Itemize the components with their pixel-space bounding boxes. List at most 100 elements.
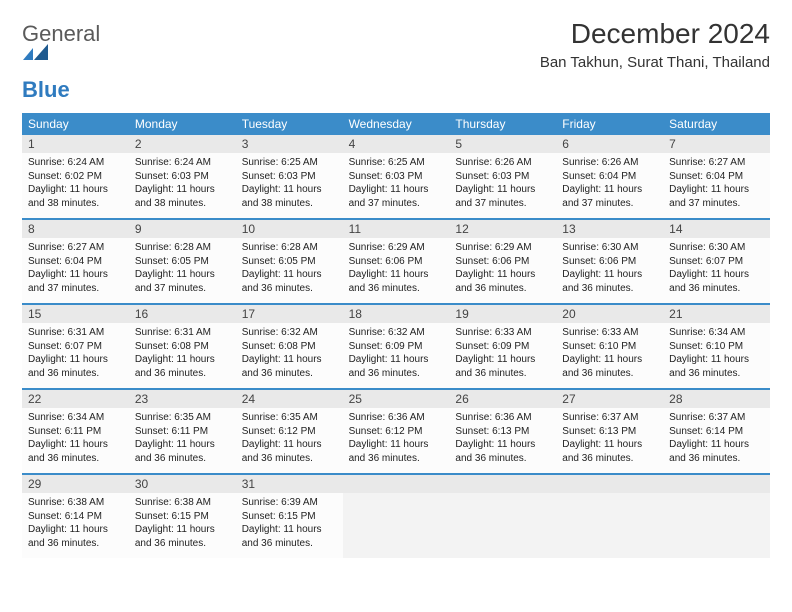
day-day1: Daylight: 11 hours	[455, 183, 550, 197]
day-number: 24	[236, 390, 343, 408]
page-title: December 2024	[540, 18, 770, 50]
day-day2: and 36 minutes.	[135, 367, 230, 381]
day-sunrise: Sunrise: 6:30 AM	[562, 241, 657, 255]
day-day2: and 36 minutes.	[349, 452, 444, 466]
day-body: Sunrise: 6:37 AMSunset: 6:13 PMDaylight:…	[556, 408, 663, 473]
day-sunset: Sunset: 6:07 PM	[669, 255, 764, 269]
day-number: 30	[129, 475, 236, 493]
day-day2: and 36 minutes.	[669, 282, 764, 296]
day-sunset: Sunset: 6:04 PM	[562, 170, 657, 184]
day-body: Sunrise: 6:27 AMSunset: 6:04 PMDaylight:…	[663, 153, 770, 218]
day-sunrise: Sunrise: 6:37 AM	[562, 411, 657, 425]
dow-cell: Sunday	[22, 113, 129, 135]
day-day2: and 36 minutes.	[669, 367, 764, 381]
day-sunrise: Sunrise: 6:26 AM	[455, 156, 550, 170]
day-day1: Daylight: 11 hours	[242, 438, 337, 452]
day-day1: Daylight: 11 hours	[455, 438, 550, 452]
day-sunrise: Sunrise: 6:38 AM	[28, 496, 123, 510]
day-number: 15	[22, 305, 129, 323]
day-day2: and 36 minutes.	[135, 452, 230, 466]
day-sunrise: Sunrise: 6:32 AM	[242, 326, 337, 340]
day-number: 1	[22, 135, 129, 153]
day-number: 25	[343, 390, 450, 408]
day-sunset: Sunset: 6:09 PM	[455, 340, 550, 354]
day-sunset: Sunset: 6:12 PM	[349, 425, 444, 439]
brand-word2: Blue	[22, 77, 70, 102]
day-number	[343, 475, 450, 493]
day-body: Sunrise: 6:32 AMSunset: 6:08 PMDaylight:…	[236, 323, 343, 388]
day-day1: Daylight: 11 hours	[242, 268, 337, 282]
day-number: 17	[236, 305, 343, 323]
day-sunrise: Sunrise: 6:34 AM	[669, 326, 764, 340]
day-day2: and 36 minutes.	[455, 452, 550, 466]
day-number: 3	[236, 135, 343, 153]
day-number: 16	[129, 305, 236, 323]
day-number: 8	[22, 220, 129, 238]
day-sunset: Sunset: 6:14 PM	[669, 425, 764, 439]
day-day1: Daylight: 11 hours	[28, 268, 123, 282]
day-day2: and 36 minutes.	[562, 282, 657, 296]
day-day2: and 37 minutes.	[669, 197, 764, 211]
day-sunset: Sunset: 6:11 PM	[28, 425, 123, 439]
day-number: 7	[663, 135, 770, 153]
dow-cell: Saturday	[663, 113, 770, 135]
day-sunrise: Sunrise: 6:35 AM	[135, 411, 230, 425]
day-day1: Daylight: 11 hours	[242, 183, 337, 197]
day-day2: and 37 minutes.	[28, 282, 123, 296]
day-sunset: Sunset: 6:15 PM	[242, 510, 337, 524]
day-day1: Daylight: 11 hours	[28, 523, 123, 537]
day-day1: Daylight: 11 hours	[135, 438, 230, 452]
day-sunrise: Sunrise: 6:25 AM	[242, 156, 337, 170]
day-sunset: Sunset: 6:11 PM	[135, 425, 230, 439]
day-day1: Daylight: 11 hours	[242, 353, 337, 367]
day-day2: and 38 minutes.	[135, 197, 230, 211]
day-body: Sunrise: 6:35 AMSunset: 6:12 PMDaylight:…	[236, 408, 343, 473]
day-day2: and 36 minutes.	[455, 282, 550, 296]
day-body: Sunrise: 6:31 AMSunset: 6:07 PMDaylight:…	[22, 323, 129, 388]
day-number: 22	[22, 390, 129, 408]
day-of-week-row: SundayMondayTuesdayWednesdayThursdayFrid…	[22, 113, 770, 135]
day-sunset: Sunset: 6:03 PM	[455, 170, 550, 184]
day-day2: and 36 minutes.	[242, 367, 337, 381]
day-number: 26	[449, 390, 556, 408]
day-body: Sunrise: 6:32 AMSunset: 6:09 PMDaylight:…	[343, 323, 450, 388]
day-body: Sunrise: 6:36 AMSunset: 6:12 PMDaylight:…	[343, 408, 450, 473]
day-sunset: Sunset: 6:12 PM	[242, 425, 337, 439]
day-body	[343, 493, 450, 558]
day-sunrise: Sunrise: 6:31 AM	[135, 326, 230, 340]
day-sunrise: Sunrise: 6:31 AM	[28, 326, 123, 340]
calendar: SundayMondayTuesdayWednesdayThursdayFrid…	[22, 113, 770, 558]
day-body: Sunrise: 6:35 AMSunset: 6:11 PMDaylight:…	[129, 408, 236, 473]
day-body: Sunrise: 6:25 AMSunset: 6:03 PMDaylight:…	[343, 153, 450, 218]
day-sunset: Sunset: 6:04 PM	[669, 170, 764, 184]
dow-cell: Friday	[556, 113, 663, 135]
day-sunset: Sunset: 6:08 PM	[135, 340, 230, 354]
day-number: 11	[343, 220, 450, 238]
day-sunset: Sunset: 6:03 PM	[135, 170, 230, 184]
brand-triangles-icon	[23, 44, 100, 60]
day-body: Sunrise: 6:34 AMSunset: 6:11 PMDaylight:…	[22, 408, 129, 473]
day-body: Sunrise: 6:38 AMSunset: 6:15 PMDaylight:…	[129, 493, 236, 558]
day-body: Sunrise: 6:26 AMSunset: 6:04 PMDaylight:…	[556, 153, 663, 218]
day-body: Sunrise: 6:30 AMSunset: 6:07 PMDaylight:…	[663, 238, 770, 303]
day-day1: Daylight: 11 hours	[135, 353, 230, 367]
brand-text: General Blue	[22, 24, 100, 99]
day-day1: Daylight: 11 hours	[669, 438, 764, 452]
day-body: Sunrise: 6:24 AMSunset: 6:02 PMDaylight:…	[22, 153, 129, 218]
day-sunrise: Sunrise: 6:36 AM	[455, 411, 550, 425]
day-sunset: Sunset: 6:03 PM	[242, 170, 337, 184]
day-body	[449, 493, 556, 558]
day-day1: Daylight: 11 hours	[669, 353, 764, 367]
day-body: Sunrise: 6:34 AMSunset: 6:10 PMDaylight:…	[663, 323, 770, 388]
day-day2: and 36 minutes.	[28, 367, 123, 381]
day-body: Sunrise: 6:25 AMSunset: 6:03 PMDaylight:…	[236, 153, 343, 218]
day-sunrise: Sunrise: 6:30 AM	[669, 241, 764, 255]
day-body	[663, 493, 770, 558]
day-day1: Daylight: 11 hours	[349, 353, 444, 367]
day-sunrise: Sunrise: 6:32 AM	[349, 326, 444, 340]
day-day2: and 36 minutes.	[349, 282, 444, 296]
day-sunrise: Sunrise: 6:37 AM	[669, 411, 764, 425]
day-sunset: Sunset: 6:05 PM	[242, 255, 337, 269]
day-body: Sunrise: 6:31 AMSunset: 6:08 PMDaylight:…	[129, 323, 236, 388]
day-number: 9	[129, 220, 236, 238]
